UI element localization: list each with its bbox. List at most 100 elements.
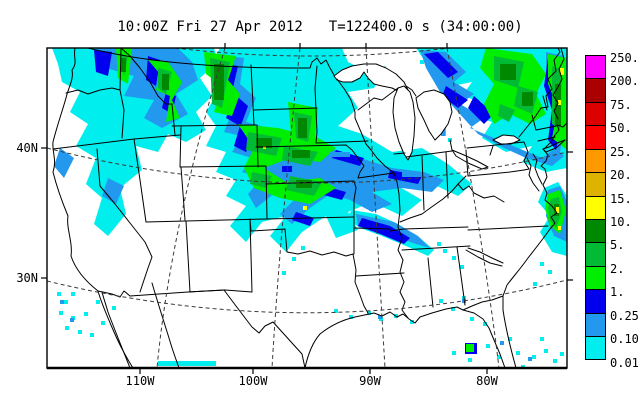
precip-speck bbox=[112, 306, 116, 310]
precip-speck bbox=[402, 172, 424, 177]
colorbar-box bbox=[585, 125, 606, 150]
colorbar-label: 25. bbox=[610, 144, 632, 159]
precip-speck bbox=[263, 146, 266, 149]
precip-speck bbox=[292, 257, 296, 261]
colorbar-label: 15. bbox=[610, 191, 632, 206]
precip-speck bbox=[65, 326, 69, 330]
precip-speck bbox=[121, 58, 126, 72]
precip-speck bbox=[532, 355, 536, 359]
precip-speck bbox=[437, 242, 441, 246]
precip-speck bbox=[330, 152, 350, 157]
precip-speck bbox=[90, 333, 94, 337]
colorbar-box bbox=[585, 312, 606, 337]
precip-speck bbox=[516, 351, 520, 355]
precip-speck bbox=[420, 60, 424, 64]
lat-axis-label-30n: 30N bbox=[16, 271, 38, 285]
precip-speck bbox=[540, 262, 544, 266]
colorbar-label: 2. bbox=[610, 261, 625, 276]
precip-speck bbox=[64, 300, 68, 304]
plot-title: 10:00Z Fri 27 Apr 2012 T=122400.0 s (34:0… bbox=[0, 19, 640, 35]
precip-speck bbox=[162, 74, 169, 90]
precip-speck bbox=[553, 359, 557, 363]
colorbar-label: 0.10 bbox=[610, 332, 639, 346]
gridline-30n bbox=[47, 279, 567, 314]
axis-ticks bbox=[41, 43, 573, 374]
precip-speck bbox=[443, 249, 447, 253]
precip-speck bbox=[452, 351, 456, 355]
lat-axis-label-40n: 40N bbox=[16, 141, 38, 155]
gridline-100w bbox=[271, 48, 301, 368]
precip-speck bbox=[560, 352, 564, 356]
precip-speck bbox=[483, 322, 487, 326]
precip-speck bbox=[500, 64, 516, 80]
precip-speck bbox=[558, 100, 561, 105]
precip-speck bbox=[410, 320, 414, 324]
precip-speck bbox=[378, 315, 382, 319]
precip-speck bbox=[59, 311, 63, 315]
precip-speck bbox=[556, 207, 559, 213]
precip-speck bbox=[528, 357, 532, 361]
plot-frame bbox=[41, 43, 573, 374]
lon-axis-label-100w: 100W bbox=[238, 374, 268, 388]
colorbar-label: 5. bbox=[610, 238, 625, 253]
colorbar-box bbox=[585, 218, 606, 244]
precip-speck bbox=[544, 349, 548, 353]
colorbar-box bbox=[585, 55, 606, 80]
precip-speck bbox=[558, 226, 561, 230]
precip-speck bbox=[256, 138, 272, 148]
precip-speck bbox=[367, 311, 371, 315]
colorbar-box bbox=[585, 336, 606, 361]
precip-speck bbox=[292, 150, 310, 158]
colorbar-box bbox=[585, 289, 606, 314]
precip-speck bbox=[521, 365, 525, 368]
precip-speck bbox=[96, 300, 100, 304]
precip-speck bbox=[282, 271, 286, 275]
precip-speck bbox=[60, 300, 64, 304]
colorbar-label: 75. bbox=[610, 97, 632, 112]
precip-speck bbox=[214, 64, 224, 100]
lake-huron bbox=[415, 89, 453, 141]
colorbar-box bbox=[585, 148, 606, 174]
lake-erie bbox=[451, 149, 489, 170]
precip-speck bbox=[298, 118, 307, 138]
precip-speck bbox=[533, 282, 537, 286]
precip-speck bbox=[486, 344, 490, 348]
precip-shading bbox=[52, 48, 567, 368]
gridline-80w bbox=[446, 48, 500, 368]
precip-speck bbox=[439, 299, 443, 303]
plot-title-datetime: 10:00Z Fri 27 Apr 2012 bbox=[117, 19, 303, 35]
plot-title-timestep: T=122400.0 s (34:00:00) bbox=[328, 19, 523, 35]
precip-speck bbox=[78, 330, 82, 334]
colorbar-box bbox=[585, 101, 606, 127]
precip-speck bbox=[522, 92, 533, 106]
precip-speck bbox=[70, 318, 74, 322]
lon-axis-label-90w: 90W bbox=[359, 374, 381, 388]
colorbar-box bbox=[585, 195, 606, 220]
precip-speck bbox=[451, 307, 455, 311]
colorbar-box bbox=[585, 265, 606, 291]
precip-speck bbox=[508, 337, 512, 341]
colorbar-label: 0.01 bbox=[610, 355, 639, 370]
lon-axis-label-110w: 110W bbox=[125, 374, 155, 388]
precip-speck bbox=[57, 292, 61, 296]
precip-speck bbox=[296, 180, 312, 188]
precip-speck bbox=[334, 309, 338, 313]
coastlines bbox=[52, 48, 567, 368]
latlon-grid bbox=[47, 48, 567, 368]
gridline-110w bbox=[156, 48, 226, 368]
precip-speck bbox=[282, 166, 292, 172]
colorbar-box bbox=[585, 172, 606, 197]
colorbar-box bbox=[585, 242, 606, 267]
colorbar-label: 200. bbox=[610, 74, 639, 89]
precip-speck bbox=[560, 68, 564, 75]
gridline-90w bbox=[365, 48, 386, 368]
precip-speck bbox=[303, 206, 307, 210]
precip-speck bbox=[452, 256, 456, 260]
colorbar-label: 50. bbox=[610, 121, 632, 136]
lon-axis-label-80w: 80W bbox=[476, 374, 498, 388]
precip-speck bbox=[101, 321, 105, 325]
state-borders bbox=[52, 48, 557, 319]
colorbar-label: 20. bbox=[610, 168, 632, 183]
precip-speck bbox=[540, 337, 544, 341]
